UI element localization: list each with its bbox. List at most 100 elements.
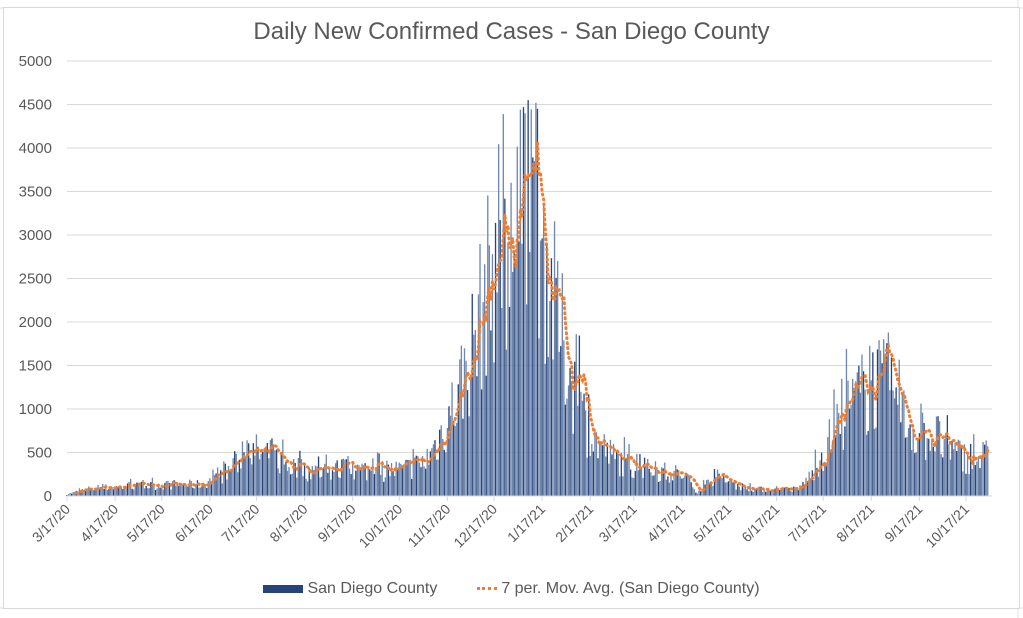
- bar: [951, 440, 953, 496]
- bar: [643, 457, 646, 496]
- bar: [479, 244, 481, 496]
- bar: [459, 359, 461, 496]
- bar: [980, 458, 983, 496]
- bar: [522, 107, 525, 497]
- bar: [147, 488, 149, 496]
- bar: [620, 453, 622, 496]
- bar: [907, 428, 910, 496]
- x-tick-label: 10/17/20: [356, 501, 406, 551]
- bar: [111, 486, 113, 496]
- x-tick-label: 9/17/20: [314, 501, 358, 545]
- bar: [862, 371, 865, 496]
- bar: [466, 390, 469, 496]
- bar: [572, 433, 574, 496]
- bar: [201, 483, 203, 496]
- bar: [237, 472, 239, 496]
- bar: [92, 490, 95, 496]
- bar: [235, 453, 237, 496]
- bar: [379, 474, 382, 496]
- bar: [133, 489, 135, 496]
- bar: [86, 488, 88, 496]
- bar: [903, 390, 905, 496]
- bar: [948, 444, 950, 496]
- bar: [847, 380, 849, 496]
- bar: [474, 330, 477, 496]
- bar: [333, 471, 335, 496]
- bar: [879, 350, 882, 496]
- bar: [359, 467, 362, 496]
- bar: [508, 306, 511, 496]
- bar: [471, 293, 473, 496]
- bar: [987, 446, 989, 496]
- bar: [268, 458, 270, 496]
- bar: [707, 479, 709, 496]
- bar: [803, 486, 806, 496]
- bar: [827, 437, 829, 496]
- bar: [538, 338, 540, 496]
- x-tick-label: 1/17/21: [504, 501, 548, 545]
- bar: [824, 461, 826, 496]
- bar: [257, 446, 259, 496]
- bar: [897, 404, 899, 496]
- bar: [98, 487, 101, 496]
- bar: [74, 491, 76, 496]
- bar: [670, 472, 672, 496]
- bar: [429, 451, 431, 496]
- legend-swatch-dotted-line: [477, 586, 498, 594]
- bar: [848, 408, 851, 496]
- bar: [541, 238, 543, 496]
- bar: [266, 442, 268, 496]
- bar: [442, 438, 444, 496]
- bar: [791, 491, 793, 496]
- bar: [591, 444, 593, 496]
- bar: [959, 440, 961, 496]
- bar: [438, 429, 441, 496]
- bar: [631, 477, 633, 496]
- legend-label-moving-average: 7 per. Mov. Avg. (San Diego County): [501, 580, 760, 597]
- bar: [555, 277, 557, 496]
- bar: [733, 479, 736, 496]
- bar: [173, 480, 175, 496]
- bar: [530, 109, 532, 496]
- bar: [83, 490, 85, 496]
- bar: [720, 476, 722, 496]
- y-tick-label: 4000: [19, 140, 52, 157]
- bar: [375, 467, 377, 496]
- bar: [640, 466, 643, 496]
- bar: [912, 428, 914, 496]
- bar: [979, 468, 981, 496]
- bar: [567, 385, 570, 496]
- bar: [258, 459, 261, 496]
- bar: [709, 482, 711, 496]
- bar: [327, 472, 329, 496]
- bar: [608, 463, 610, 496]
- bar: [103, 488, 105, 496]
- bar: [358, 465, 360, 496]
- bar: [249, 458, 251, 496]
- bar: [496, 292, 498, 496]
- bar: [811, 470, 813, 496]
- bar: [600, 441, 602, 496]
- bar: [696, 493, 699, 496]
- bar: [116, 485, 118, 496]
- bar: [334, 463, 337, 496]
- bar: [376, 452, 379, 496]
- bar: [331, 470, 334, 496]
- legend-item-cases: San Diego County: [263, 580, 437, 598]
- bar: [865, 434, 868, 496]
- bar: [761, 492, 764, 496]
- bar: [499, 220, 501, 497]
- bar: [792, 486, 795, 496]
- bar: [485, 375, 487, 496]
- bar: [460, 345, 463, 496]
- bar: [420, 467, 422, 496]
- bar: [519, 109, 522, 497]
- bar: [81, 489, 84, 496]
- bar: [673, 470, 675, 496]
- bar: [521, 243, 523, 496]
- bar: [426, 448, 428, 496]
- bar: [213, 475, 216, 496]
- x-tick-label: 7/17/21: [785, 501, 829, 545]
- bar: [909, 424, 911, 496]
